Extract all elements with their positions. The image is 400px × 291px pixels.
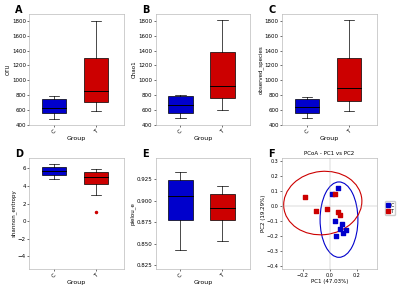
Point xyxy=(333,234,340,239)
Y-axis label: shannon_entropy: shannon_entropy xyxy=(11,190,16,237)
X-axis label: Group: Group xyxy=(320,136,339,141)
Bar xyxy=(210,194,235,221)
Text: E: E xyxy=(142,149,148,159)
Point xyxy=(332,219,338,223)
Bar xyxy=(210,52,235,98)
Text: B: B xyxy=(142,5,149,15)
Y-axis label: pielou_e: pielou_e xyxy=(130,202,135,225)
Bar xyxy=(42,168,66,175)
Point xyxy=(337,226,344,231)
Bar xyxy=(294,99,319,113)
Point xyxy=(342,228,349,233)
Bar xyxy=(84,58,108,102)
X-axis label: PC1 (47.03%): PC1 (47.03%) xyxy=(311,279,348,284)
Y-axis label: OTU: OTU xyxy=(6,64,10,75)
Bar xyxy=(168,96,193,113)
Point xyxy=(334,186,341,190)
Point xyxy=(329,192,336,196)
Bar xyxy=(168,180,193,220)
Y-axis label: PC2 (19.29%): PC2 (19.29%) xyxy=(260,195,266,232)
Text: A: A xyxy=(15,5,23,15)
Bar xyxy=(84,172,108,184)
Text: D: D xyxy=(15,149,23,159)
X-axis label: Group: Group xyxy=(194,281,213,285)
Point xyxy=(332,192,338,196)
Y-axis label: Chao1: Chao1 xyxy=(132,61,137,78)
Y-axis label: observed_species: observed_species xyxy=(258,45,263,94)
Point xyxy=(340,231,346,235)
X-axis label: Group: Group xyxy=(67,136,86,141)
Legend: C, T: C, T xyxy=(385,201,395,215)
Point xyxy=(334,210,341,214)
Point xyxy=(302,195,308,199)
Bar xyxy=(336,58,361,101)
Point xyxy=(313,208,319,213)
Point xyxy=(337,213,344,217)
X-axis label: Group: Group xyxy=(67,281,86,285)
Title: PCoA - PC1 vs PC2: PCoA - PC1 vs PC2 xyxy=(304,151,355,156)
Bar xyxy=(42,99,66,113)
X-axis label: Group: Group xyxy=(194,136,213,141)
Text: C: C xyxy=(268,5,275,15)
Text: F: F xyxy=(268,149,275,159)
Point xyxy=(324,207,330,211)
Point xyxy=(338,222,345,226)
